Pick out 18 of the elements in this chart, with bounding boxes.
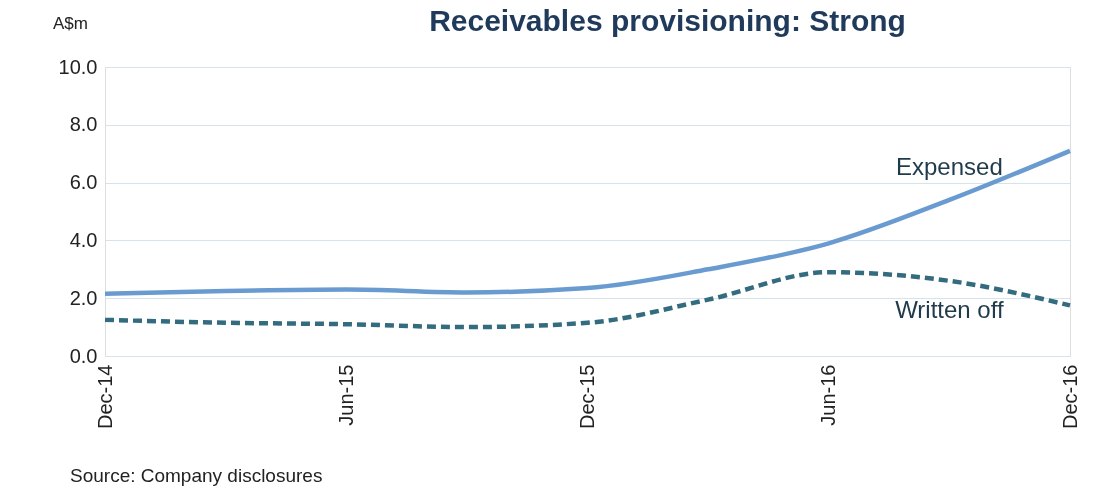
- y-tick-label: 10.0: [58, 55, 98, 78]
- y-tick-label: 8.0: [69, 113, 98, 136]
- y-axis-title: A$m: [53, 13, 88, 33]
- y-tick-label: 6.0: [69, 171, 98, 194]
- x-tick-label: Jun-16: [817, 364, 840, 426]
- x-tick-label: Dec-15: [576, 364, 598, 429]
- x-tick-label: Dec-16: [1058, 364, 1081, 429]
- y-tick-label: 4.0: [69, 228, 98, 251]
- y-tick-label: 0.0: [69, 344, 98, 367]
- line-series: [102, 148, 1073, 297]
- series-label: Written off: [895, 295, 1004, 323]
- source-note: Source: Company disclosures: [70, 465, 323, 486]
- x-tick-label: Jun-15: [334, 364, 357, 426]
- x-tick-label: Dec-14: [93, 364, 116, 429]
- y-tick-label: 2.0: [69, 286, 98, 309]
- chart-title: Receivables provisioning: Strong: [429, 4, 906, 37]
- line-series: [102, 269, 1073, 330]
- series-label: Expensed: [896, 152, 1003, 180]
